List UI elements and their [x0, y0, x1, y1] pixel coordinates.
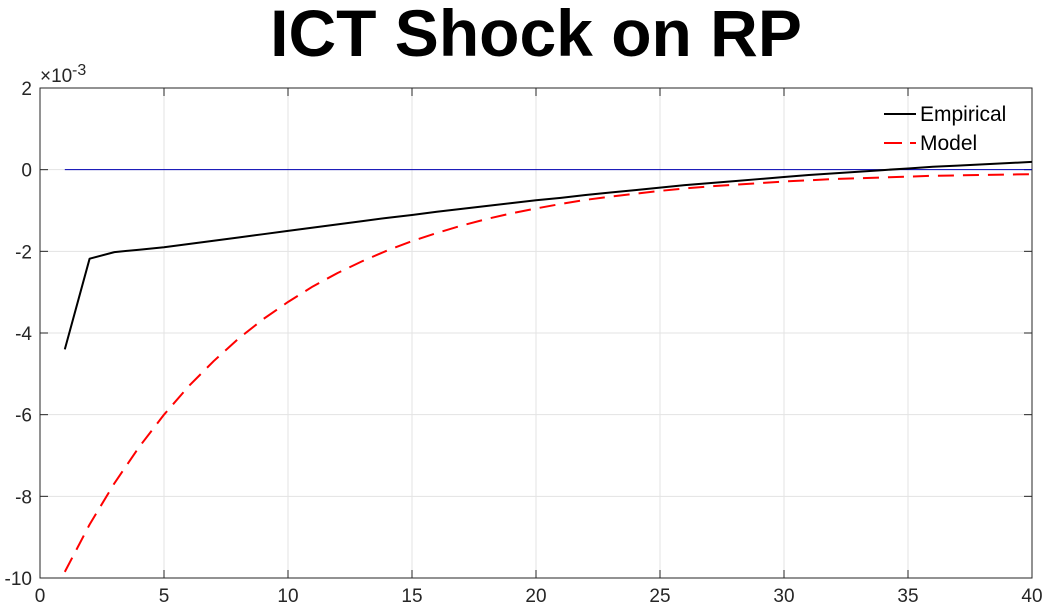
- axes: [39, 87, 1033, 579]
- x-tick-label: 0: [35, 586, 46, 607]
- x-tick-label: 40: [1021, 586, 1042, 607]
- tick-labels: 0 5 10 15 20 25 30 35 40 -10 -8 -6 -4 -2 0 2: [5, 79, 1043, 607]
- y-tick-label: -10: [5, 569, 32, 590]
- x-tick-label: 35: [897, 586, 918, 607]
- y-tick-label: -6: [15, 406, 32, 427]
- x-tick-label: 15: [401, 586, 422, 607]
- grid: [39, 87, 1033, 579]
- legend-label-empirical: Empirical: [920, 103, 1006, 126]
- x-tick-label: 20: [525, 586, 546, 607]
- legend-label-model: Model: [920, 132, 977, 155]
- x-tick-label: 25: [649, 586, 670, 607]
- y-exponent-power: -3: [72, 62, 86, 79]
- x-tick-label: 30: [773, 586, 794, 607]
- legend: Empirical Model: [884, 103, 1006, 155]
- chart-title: ICT Shock on RP: [270, 0, 802, 70]
- y-exponent-label: ×10: [40, 66, 72, 87]
- y-tick-label: 2: [21, 79, 32, 100]
- y-exponent: ×10 -3: [40, 62, 86, 87]
- y-tick-label: -4: [15, 324, 32, 345]
- series-line-empirical: [63, 160, 1033, 350]
- y-tick-label: -8: [15, 487, 32, 508]
- series-lines: [63, 160, 1033, 573]
- y-tick-label: -2: [15, 242, 32, 263]
- x-tick-label: 5: [159, 586, 170, 607]
- y-tick-label: 0: [21, 161, 32, 182]
- series-line-model: [63, 173, 1033, 573]
- x-tick-label: 10: [277, 586, 298, 607]
